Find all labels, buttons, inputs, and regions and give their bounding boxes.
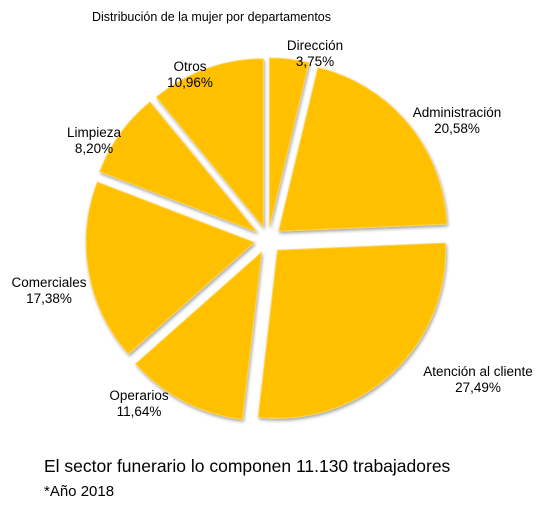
slice-label-value: 8,20% <box>75 141 113 156</box>
pie-slice-5 <box>85 181 256 355</box>
slice-label-name: Dirección <box>287 38 343 53</box>
chart-title: Distribución de la mujer por departament… <box>92 10 331 24</box>
slice-label-name: Atención al cliente <box>423 364 533 379</box>
pie-slice-3 <box>257 242 446 419</box>
slice-label-value: 3,75% <box>296 54 334 69</box>
slice-label-name: Otros <box>173 59 206 74</box>
slice-label-value: 17,38% <box>26 291 72 306</box>
slice-label-value: 27,49% <box>455 380 501 395</box>
footnote: *Año 2018 <box>44 483 115 500</box>
caption: El sector funerario lo componen 11.130 t… <box>44 456 451 476</box>
pie-slice-7 <box>155 58 264 229</box>
pie-slices <box>85 57 448 420</box>
slice-label-name: Comerciales <box>11 275 86 290</box>
slice-label-name: Limpieza <box>67 125 122 140</box>
slice-label-value: 20,58% <box>434 121 480 136</box>
slice-label-value: 10,96% <box>167 75 213 90</box>
slice-label-value: 11,64% <box>117 404 162 419</box>
pie-slice-4 <box>135 251 263 420</box>
pie-slice-6 <box>99 101 259 233</box>
pie-slice-2 <box>278 67 448 232</box>
slice-label-name: Operarios <box>109 388 169 403</box>
slice-label-name: Administración <box>413 105 502 120</box>
pie-slice-1 <box>269 57 310 227</box>
